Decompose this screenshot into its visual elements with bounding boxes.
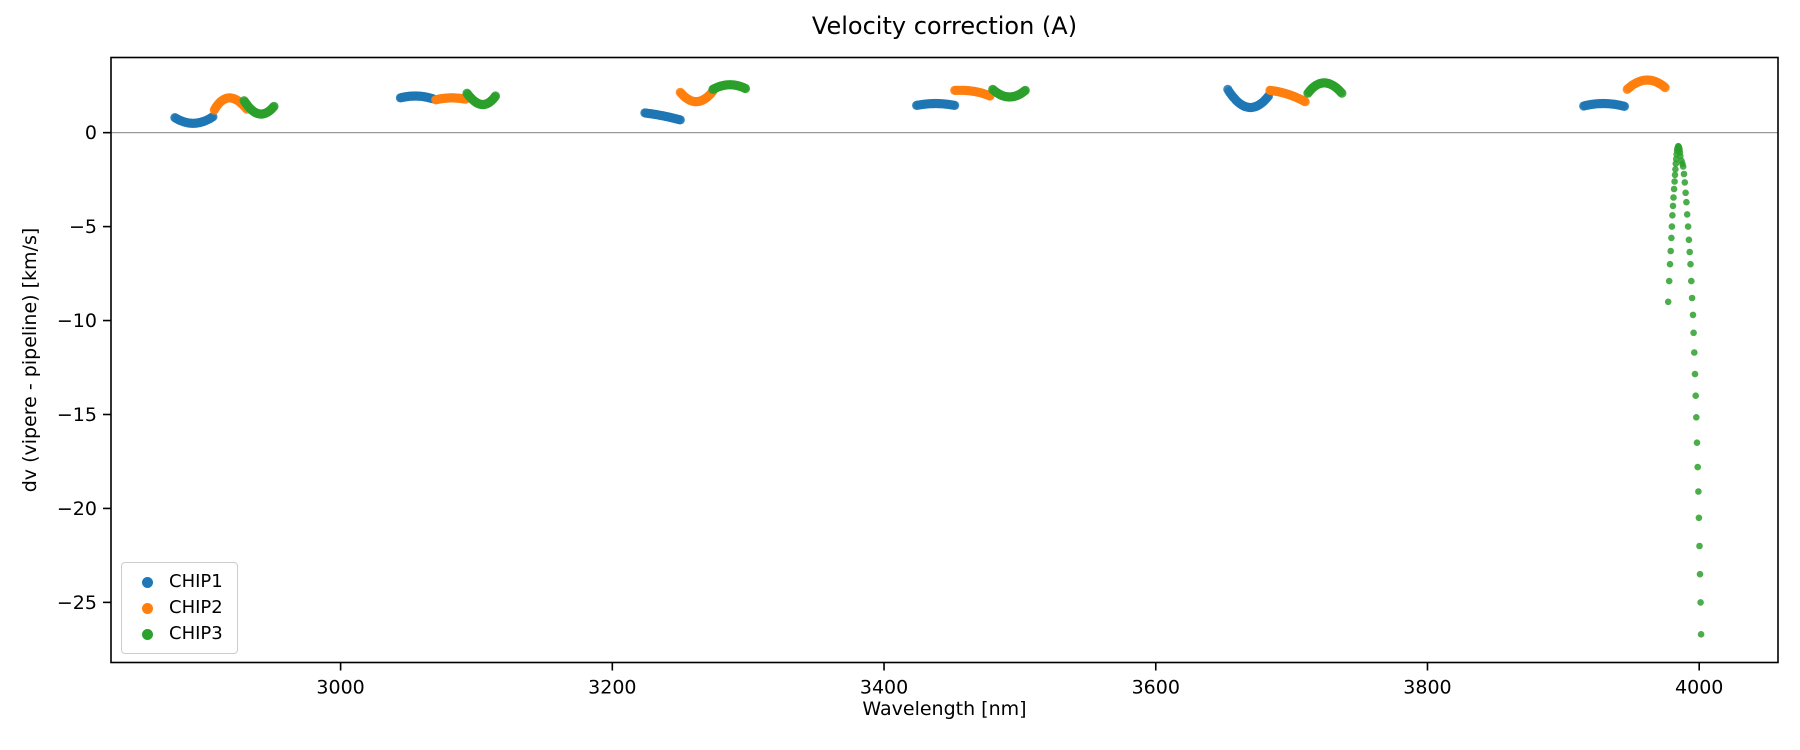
data-point xyxy=(1681,179,1689,186)
legend-label-chip1: CHIP1 xyxy=(169,571,223,592)
data-point xyxy=(1688,277,1695,285)
x-tick-label: 4000 xyxy=(1675,677,1723,699)
series-chip1 xyxy=(170,84,1630,128)
data-point xyxy=(1692,392,1699,400)
data-point xyxy=(1664,298,1672,306)
y-axis-ticks: 0 −5 −10 −15 −20 −25 xyxy=(57,122,111,614)
x-tick-label: 3400 xyxy=(860,677,908,699)
data-point xyxy=(1679,163,1687,170)
data-point xyxy=(1666,260,1674,268)
legend-label-chip2: CHIP2 xyxy=(169,597,223,618)
data-point xyxy=(1669,202,1677,210)
data-point xyxy=(950,100,960,110)
x-tick-label: 3200 xyxy=(588,677,636,699)
data-point xyxy=(1686,248,1693,256)
data-point xyxy=(1697,631,1705,638)
x-tick-label: 3800 xyxy=(1403,677,1451,699)
data-point xyxy=(1672,166,1679,173)
data-point xyxy=(1695,488,1702,495)
x-tick-label: 3600 xyxy=(1132,677,1180,699)
data-point xyxy=(1670,194,1677,201)
data-point xyxy=(1684,223,1692,230)
data-point xyxy=(1671,178,1678,185)
data-point xyxy=(1688,294,1696,302)
data-point xyxy=(1693,439,1701,447)
data-point xyxy=(490,91,501,101)
data-point xyxy=(1668,223,1676,230)
y-tick-label: 0 xyxy=(85,122,97,144)
legend-item-chip1: CHIP1 xyxy=(132,569,223,595)
x-tick-label: 3000 xyxy=(316,677,364,699)
legend-item-chip3: CHIP3 xyxy=(132,621,223,647)
y-tick-label: −20 xyxy=(57,498,97,520)
x-axis-ticks: 3000 3200 3400 3600 3800 4000 xyxy=(316,662,1723,699)
data-point xyxy=(1693,414,1700,421)
chip3-marker-icon xyxy=(142,628,153,640)
data-point xyxy=(1680,170,1688,178)
data-point xyxy=(269,101,279,111)
data-point xyxy=(1683,211,1691,218)
data-point xyxy=(1685,236,1693,244)
data-point xyxy=(1696,570,1704,578)
data-point xyxy=(1670,185,1678,193)
data-point xyxy=(1682,189,1689,197)
axes-spines xyxy=(110,56,1779,664)
data-point xyxy=(1619,101,1630,111)
data-point xyxy=(1671,171,1679,179)
data-point xyxy=(1694,463,1701,471)
data-point xyxy=(1687,260,1694,268)
data-point xyxy=(1695,514,1703,522)
legend-item-chip2: CHIP2 xyxy=(132,595,223,621)
data-point xyxy=(1337,88,1347,98)
data-point xyxy=(1697,599,1704,606)
data-point xyxy=(1668,234,1675,242)
data-point xyxy=(675,115,685,125)
data-point xyxy=(1300,97,1310,107)
chip2-marker-icon xyxy=(142,602,153,614)
data-point xyxy=(740,83,751,94)
data-point xyxy=(1660,83,1670,93)
y-tick-label: −15 xyxy=(57,404,97,426)
series-chip3 xyxy=(239,78,1705,638)
x-axis-label: Wavelength [nm] xyxy=(862,698,1027,720)
y-tick-label: −10 xyxy=(57,310,97,332)
legend-label-chip3: CHIP3 xyxy=(169,623,223,644)
legend: CHIP1 CHIP2 CHIP3 xyxy=(121,562,238,654)
data-point xyxy=(1665,277,1673,285)
chart-title: Velocity correction (A) xyxy=(811,12,1078,40)
data-point xyxy=(1696,542,1703,550)
data-point xyxy=(1691,370,1699,378)
data-point xyxy=(1669,212,1676,219)
data-point xyxy=(1667,247,1674,255)
data-point xyxy=(1689,311,1697,319)
data-point xyxy=(1690,329,1697,337)
data-point xyxy=(1683,198,1690,206)
y-axis-label: dv (vipere - pipeline) [km/s] xyxy=(19,227,41,493)
y-tick-label: −5 xyxy=(69,216,97,238)
y-tick-label: −25 xyxy=(57,592,97,614)
series-chip2 xyxy=(209,75,1670,115)
chip1-marker-icon xyxy=(142,576,153,588)
data-point xyxy=(1020,85,1030,95)
data-point xyxy=(1691,349,1698,356)
